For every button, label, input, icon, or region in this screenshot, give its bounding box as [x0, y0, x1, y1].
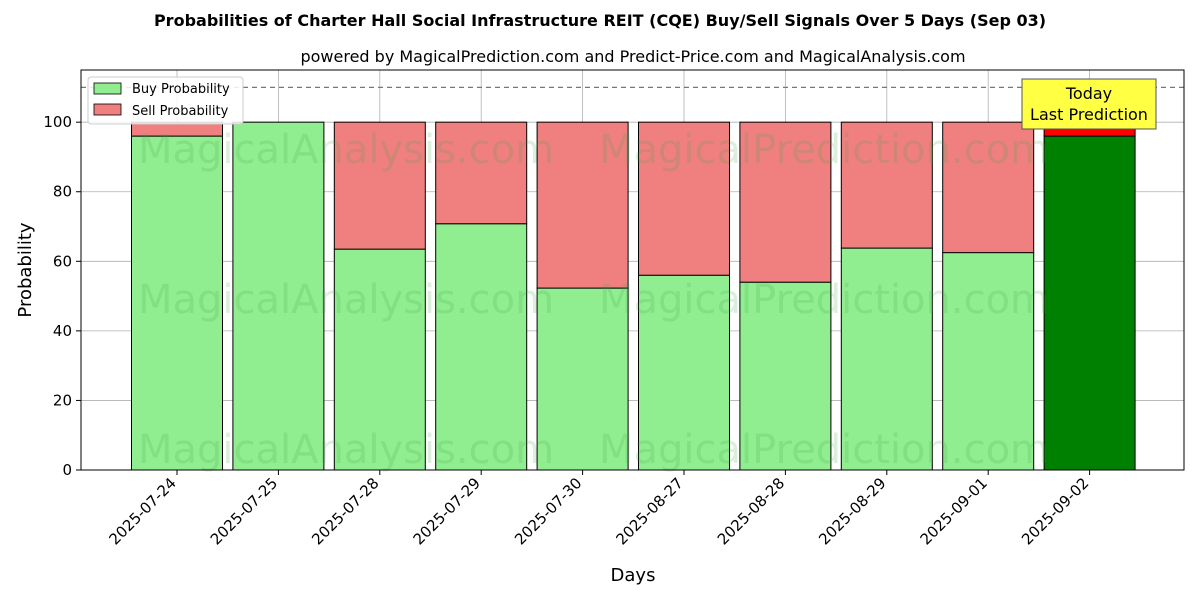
buy-bar: [942, 252, 1035, 471]
sell-bar: [435, 121, 528, 225]
watermark-text: MagicalPrediction.com: [599, 277, 1049, 323]
watermark-text: MagicalPrediction.com: [599, 127, 1049, 173]
buy-bar: [333, 248, 426, 471]
watermark-text: MagicalAnalysis.com: [138, 427, 554, 473]
legend-sell-swatch: [93, 103, 122, 116]
buy-bar: [739, 281, 832, 471]
legend-buy-label: Buy Probability: [132, 82, 230, 97]
sell-bar: [840, 121, 933, 249]
y-tick-label: 20: [53, 391, 72, 409]
buy-bar: [1043, 135, 1136, 471]
legend: Buy Probability Sell Probability: [87, 76, 244, 125]
bar-layer: [131, 121, 1136, 471]
y-axis-ticks: 0 20 40 60 80 100: [43, 113, 81, 479]
y-tick-label: 60: [53, 252, 72, 270]
y-tick-label: 40: [53, 322, 72, 340]
watermark-layer: MagicalAnalysis.com MagicalPrediction.com…: [138, 127, 1049, 473]
plot-frame: [80, 69, 1185, 471]
chart-subtitle: powered by MagicalPrediction.com and Pre…: [300, 47, 965, 66]
sell-bar: [536, 121, 629, 289]
today-annotation-box: [1021, 78, 1157, 130]
today-label: Today: [1065, 84, 1112, 103]
sell-bar: [638, 121, 730, 276]
legend-sell-label: Sell Probability: [132, 104, 229, 119]
last-prediction-label: Last Prediction: [1030, 105, 1148, 124]
sell-bar: [739, 121, 832, 283]
watermark-text: MagicalPrediction.com: [599, 427, 1049, 473]
y-axis-label: Probability: [15, 222, 36, 317]
watermark-text: MagicalAnalysis.com: [138, 277, 554, 323]
y-tick-label: 100: [43, 113, 72, 131]
chart-title: Probabilities of Charter Hall Social Inf…: [154, 11, 1046, 30]
buy-bar: [435, 223, 528, 471]
legend-buy-swatch: [93, 82, 122, 95]
buy-bar: [840, 247, 933, 471]
today-annotation: Today Last Prediction: [1021, 78, 1157, 130]
buy-bar: [638, 274, 730, 471]
sell-bar: [942, 121, 1035, 254]
watermark-text: MagicalAnalysis.com: [138, 127, 554, 173]
sell-bar: [333, 121, 426, 250]
y-tick-label: 0: [62, 461, 72, 479]
legend-box: [87, 76, 244, 125]
x-axis-label: Days: [611, 565, 656, 586]
buy-bar: [536, 287, 629, 471]
y-tick-label: 80: [53, 183, 72, 201]
